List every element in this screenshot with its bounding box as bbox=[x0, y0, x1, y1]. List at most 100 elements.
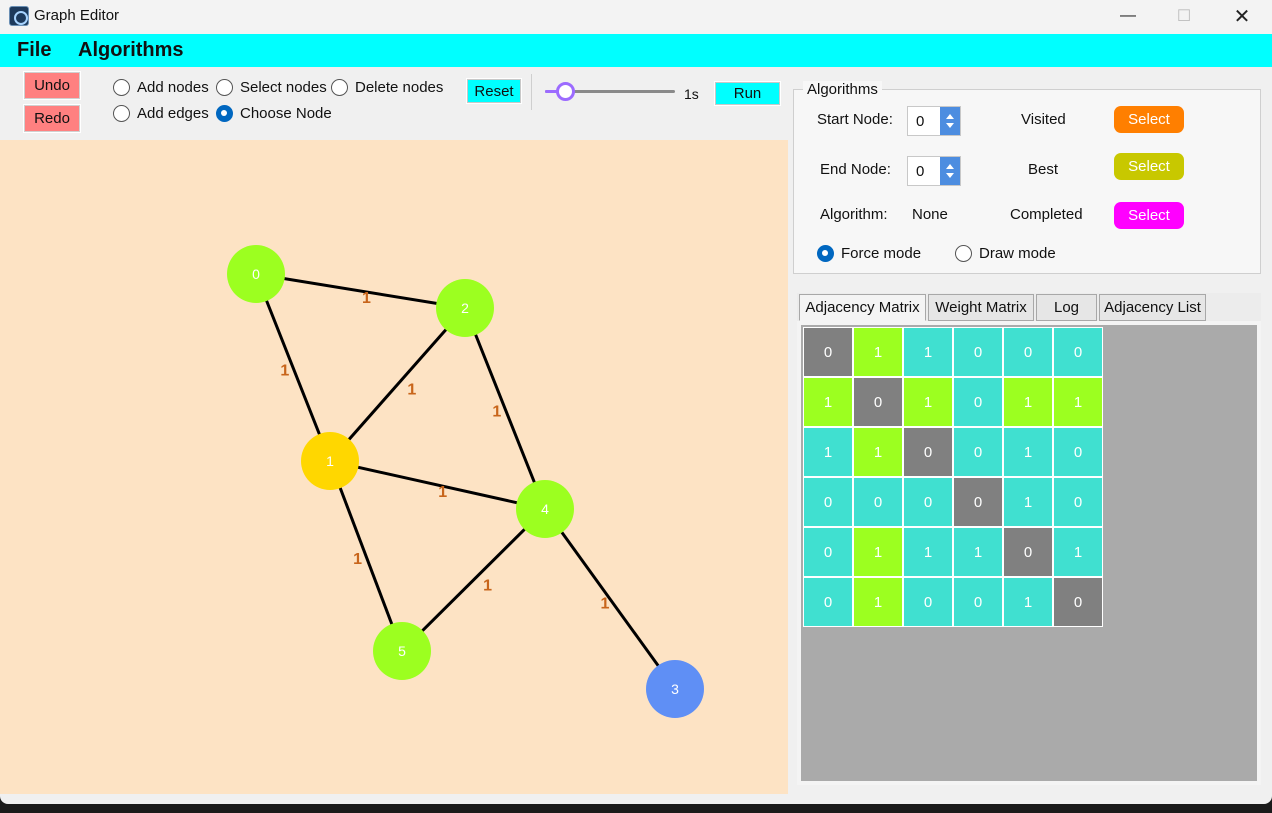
tab-log[interactable]: Log bbox=[1036, 294, 1097, 321]
window-title: Graph Editor bbox=[34, 7, 120, 24]
radio-indicator bbox=[331, 79, 348, 96]
radio-indicator bbox=[113, 105, 130, 122]
edge-1-4[interactable] bbox=[329, 459, 546, 511]
matrix-cell: 0 bbox=[903, 427, 953, 477]
radio-force-mode[interactable]: Force mode bbox=[817, 245, 921, 262]
maximize-icon: ☐ bbox=[1176, 8, 1192, 25]
menu-algorithms[interactable]: Algorithms bbox=[78, 39, 184, 61]
matrix-cell: 1 bbox=[853, 327, 903, 377]
graph-node-label: 5 bbox=[398, 643, 406, 659]
radio-label: Choose Node bbox=[240, 105, 332, 122]
radio-indicator bbox=[113, 79, 130, 96]
graph-node-2[interactable] bbox=[436, 279, 494, 337]
minimize-icon: — bbox=[1120, 7, 1136, 24]
best-color-select-button[interactable]: Select bbox=[1114, 153, 1184, 180]
visited-color-select-button[interactable]: Select bbox=[1114, 106, 1184, 133]
spin-arrows-icon[interactable] bbox=[940, 107, 960, 135]
graph-node-label: 4 bbox=[541, 501, 549, 517]
radio-indicator bbox=[216, 105, 233, 122]
matrix-cell: 0 bbox=[903, 477, 953, 527]
edge-0-1[interactable] bbox=[254, 273, 332, 462]
radio-label: Draw mode bbox=[979, 245, 1056, 262]
radio-select-nodes[interactable]: Select nodes bbox=[216, 79, 327, 96]
menu-file[interactable]: File bbox=[17, 39, 52, 61]
run-button[interactable]: Run bbox=[714, 81, 781, 106]
matrix-cell: 0 bbox=[853, 477, 903, 527]
radio-add-nodes[interactable]: Add nodes bbox=[113, 79, 209, 96]
start-node-value: 0 bbox=[916, 113, 925, 130]
matrix-cell: 0 bbox=[903, 577, 953, 627]
radio-label: Delete nodes bbox=[355, 79, 444, 96]
matrix-cell: 1 bbox=[903, 377, 953, 427]
matrix-cell: 0 bbox=[953, 577, 1003, 627]
spin-arrows-icon[interactable] bbox=[940, 157, 960, 185]
graph-node-0[interactable] bbox=[227, 245, 285, 303]
matrix-cell: 1 bbox=[853, 527, 903, 577]
redo-button[interactable]: Redo bbox=[23, 104, 81, 133]
graph-drawing[interactable]: 1 1 1 1 1 1 1 1 0 1 2 3 4 5 bbox=[0, 140, 788, 794]
radio-label: Force mode bbox=[841, 245, 922, 262]
undo-button[interactable]: Undo bbox=[23, 71, 81, 100]
edge-5-4[interactable] bbox=[400, 507, 547, 653]
matrix-cell: 1 bbox=[953, 527, 1003, 577]
matrix-cell: 0 bbox=[1053, 477, 1103, 527]
radio-label: Add nodes bbox=[137, 79, 209, 96]
tab-adjacency-matrix[interactable]: Adjacency Matrix bbox=[799, 294, 926, 321]
speed-slider-track[interactable] bbox=[545, 90, 675, 93]
tab-weight-matrix[interactable]: Weight Matrix bbox=[928, 294, 1034, 321]
end-node-spinbox[interactable]: 0 bbox=[907, 156, 961, 186]
graph-canvas[interactable]: 1 1 1 1 1 1 1 1 0 1 2 3 4 5 bbox=[0, 140, 788, 794]
tab-adjacency-list[interactable]: Adjacency List bbox=[1099, 294, 1206, 321]
matrix-cell: 0 bbox=[1053, 577, 1103, 627]
edge-weight-label: 1 bbox=[353, 551, 362, 568]
close-button[interactable]: ✕ bbox=[1214, 0, 1270, 32]
close-icon: ✕ bbox=[1233, 5, 1251, 28]
radio-indicator bbox=[955, 245, 972, 262]
title-bar: Graph Editor — ☐ ✕ bbox=[0, 0, 1272, 34]
matrix-cell: 0 bbox=[803, 527, 853, 577]
radio-indicator bbox=[817, 245, 834, 262]
edge-1-5[interactable] bbox=[328, 460, 404, 652]
edge-2-4[interactable] bbox=[463, 307, 547, 510]
graph-node-1[interactable] bbox=[301, 432, 359, 490]
speed-slider-thumb[interactable] bbox=[555, 82, 575, 101]
radio-choose-node[interactable]: Choose Node bbox=[216, 105, 332, 122]
matrix-cell: 0 bbox=[1053, 427, 1103, 477]
algorithm-value: None bbox=[912, 206, 948, 223]
graph-node-label: 2 bbox=[461, 300, 469, 316]
edge-weight-label: 1 bbox=[483, 577, 492, 594]
matrix-cell: 1 bbox=[1053, 527, 1103, 577]
radio-delete-nodes[interactable]: Delete nodes bbox=[331, 79, 443, 96]
radio-draw-mode[interactable]: Draw mode bbox=[955, 245, 1056, 262]
matrix-cell: 0 bbox=[1053, 327, 1103, 377]
reset-button[interactable]: Reset bbox=[466, 78, 522, 104]
edge-4-3[interactable] bbox=[543, 508, 677, 690]
edge-weight-label: 1 bbox=[362, 290, 371, 307]
toolbar-divider bbox=[531, 74, 532, 110]
visited-label: Visited bbox=[1021, 111, 1066, 128]
radio-label: Add edges bbox=[137, 105, 209, 122]
matrix-cell: 1 bbox=[1003, 577, 1053, 627]
end-node-value: 0 bbox=[916, 163, 925, 180]
minimize-button[interactable]: — bbox=[1100, 0, 1156, 32]
start-node-spinbox[interactable]: 0 bbox=[907, 106, 961, 136]
matrix-cell: 0 bbox=[803, 327, 853, 377]
maximize-button[interactable]: ☐ bbox=[1156, 0, 1212, 32]
matrix-cell: 0 bbox=[1003, 527, 1053, 577]
completed-color-select-button[interactable]: Select bbox=[1114, 202, 1184, 229]
matrix-cell: 1 bbox=[853, 427, 903, 477]
graph-node-3[interactable] bbox=[646, 660, 704, 718]
matrix-cell: 1 bbox=[803, 377, 853, 427]
edge-0-2[interactable] bbox=[255, 272, 466, 310]
graph-node-5[interactable] bbox=[373, 622, 431, 680]
graph-node-4[interactable] bbox=[516, 480, 574, 538]
graph-node-label: 0 bbox=[252, 266, 260, 282]
matrix-cell: 0 bbox=[953, 377, 1003, 427]
matrix-cell: 0 bbox=[803, 577, 853, 627]
matrix-cell: 0 bbox=[853, 377, 903, 427]
edge-weight-label: 1 bbox=[280, 363, 289, 380]
radio-add-edges[interactable]: Add edges bbox=[113, 105, 209, 122]
edge-1-2[interactable] bbox=[328, 307, 467, 462]
radio-indicator bbox=[216, 79, 233, 96]
